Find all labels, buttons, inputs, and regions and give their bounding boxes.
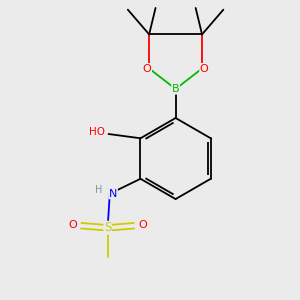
Text: O: O xyxy=(200,64,208,74)
Text: H: H xyxy=(95,185,103,195)
Text: N: N xyxy=(109,189,117,199)
Text: O: O xyxy=(138,220,147,230)
Text: O: O xyxy=(68,220,77,230)
Text: B: B xyxy=(172,84,179,94)
Text: S: S xyxy=(104,221,111,234)
Text: O: O xyxy=(142,64,152,74)
Text: HO: HO xyxy=(89,127,105,137)
